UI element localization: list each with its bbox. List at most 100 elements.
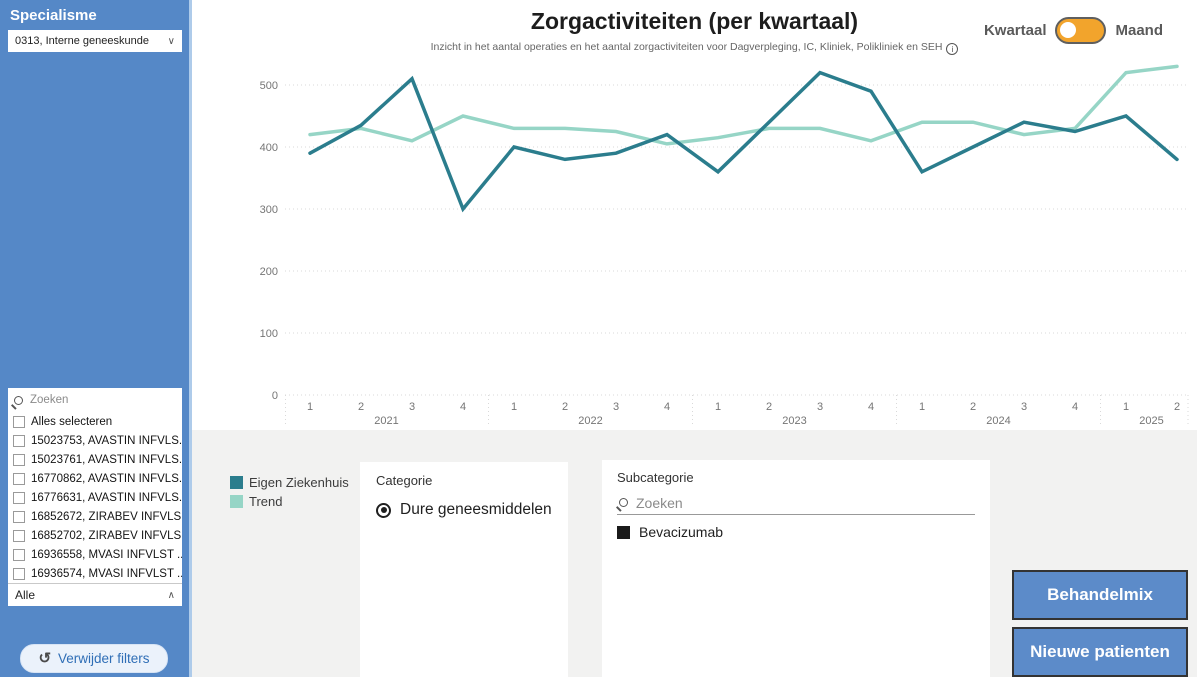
clear-filters-label: Verwijder filters: [58, 651, 150, 666]
filter-search-input[interactable]: [30, 394, 160, 406]
undo-icon: ↺: [38, 650, 52, 667]
period-toggle: Kwartaal Maand: [984, 17, 1163, 44]
legend-label: Trend: [249, 494, 283, 509]
svg-text:3: 3: [613, 401, 619, 413]
svg-text:3: 3: [817, 401, 823, 413]
subcategorie-item-bevacizumab[interactable]: Bevacizumab: [617, 524, 975, 540]
svg-text:1: 1: [307, 401, 313, 413]
toggle-switch[interactable]: [1055, 17, 1107, 44]
svg-text:2: 2: [358, 401, 364, 413]
svg-text:200: 200: [260, 266, 278, 278]
svg-text:1: 1: [511, 401, 517, 413]
chevron-up-icon: ∧: [167, 589, 175, 601]
checkbox-icon[interactable]: [13, 434, 25, 447]
filter-footer-alle[interactable]: Alle ∧: [8, 583, 182, 606]
legend-item-eigen-ziekenhuis[interactable]: Eigen Ziekenhuis: [230, 473, 349, 492]
checkbox-icon[interactable]: [13, 453, 25, 466]
svg-text:2023: 2023: [782, 415, 806, 427]
legend-item-trend[interactable]: Trend: [230, 492, 349, 511]
checkbox-icon[interactable]: [13, 529, 25, 542]
checkbox-icon[interactable]: [13, 415, 25, 428]
checkbox-icon[interactable]: [13, 510, 25, 523]
subcategorie-title: Subcategorie: [617, 470, 694, 485]
info-icon[interactable]: i: [946, 43, 959, 55]
subcategorie-search-input[interactable]: [636, 494, 936, 511]
filter-item[interactable]: 16770862, AVASTIN INFVLS...: [8, 469, 182, 488]
checkbox-icon[interactable]: [13, 548, 25, 561]
filter-item[interactable]: 15023753, AVASTIN INFVLS...: [8, 431, 182, 450]
search-icon: [14, 395, 23, 405]
svg-text:400: 400: [260, 142, 278, 154]
legend-swatch: [230, 495, 243, 508]
checkbox-icon[interactable]: [13, 472, 25, 485]
zorgactiviteiten-line-chart: 0 100 200 300 400 500 1 2 3 4 2021 1 2 3 4 2022 1 2 3 4 2023…: [260, 64, 1189, 427]
svg-text:500: 500: [260, 80, 278, 92]
svg-text:2025: 2025: [1139, 415, 1163, 427]
filter-item-label: Alles selecteren: [31, 415, 113, 428]
behandelmix-button-label: Behandelmix: [1047, 585, 1153, 604]
filter-item-label: 16936574, MVASI INFVLST ...: [31, 567, 182, 580]
filter-item[interactable]: 16852672, ZIRABEV INFVLS...: [8, 507, 182, 526]
filter-item-label: 16852702, ZIRABEV INFVLS...: [31, 529, 182, 542]
filter-list: Alles selecteren 15023753, AVASTIN INFVL…: [8, 388, 182, 606]
filter-item[interactable]: 16936574, MVASI INFVLST ...: [8, 564, 182, 583]
legend-label: Eigen Ziekenhuis: [249, 475, 349, 490]
svg-text:100: 100: [260, 328, 278, 340]
filter-footer-label: Alle: [15, 588, 36, 602]
svg-text:2: 2: [562, 401, 568, 413]
svg-text:1: 1: [1123, 401, 1129, 413]
filter-item-select-all[interactable]: Alles selecteren: [8, 412, 182, 431]
filter-search-row: [8, 388, 182, 412]
svg-text:4: 4: [460, 401, 466, 413]
svg-text:3: 3: [409, 401, 415, 413]
categorie-option-dure-geneesmiddelen[interactable]: Dure geneesmiddelen: [376, 501, 552, 519]
svg-text:2: 2: [766, 401, 772, 413]
clear-filters-button[interactable]: ↺ Verwijder filters: [20, 644, 168, 673]
filter-item[interactable]: 15023761, AVASTIN INFVLS...: [8, 450, 182, 469]
filter-item[interactable]: 16852702, ZIRABEV INFVLS...: [8, 526, 182, 545]
svg-text:4: 4: [1072, 401, 1078, 413]
radio-selected-icon[interactable]: [376, 502, 391, 518]
svg-text:2: 2: [1174, 401, 1180, 413]
svg-text:3: 3: [1021, 401, 1027, 413]
svg-text:4: 4: [868, 401, 874, 413]
subcategorie-search-row: [617, 491, 975, 515]
filter-item-label: 16776631, AVASTIN INFVLS...: [31, 491, 182, 504]
subcategorie-panel: Subcategorie Bevacizumab: [602, 460, 990, 677]
svg-text:2024: 2024: [986, 415, 1010, 427]
behandelmix-button[interactable]: Behandelmix: [1012, 570, 1188, 620]
filter-item-label: 16852672, ZIRABEV INFVLS...: [31, 510, 182, 523]
categorie-option-label: Dure geneesmiddelen: [400, 501, 552, 518]
sidebar-title: Specialisme: [10, 7, 97, 24]
toggle-label-maand[interactable]: Maand: [1115, 22, 1163, 39]
svg-text:2022: 2022: [578, 415, 602, 427]
filter-item[interactable]: 16776631, AVASTIN INFVLS...: [8, 488, 182, 507]
checkbox-icon[interactable]: [13, 567, 25, 580]
page-title: Zorgactiviteiten (per kwartaal): [530, 8, 859, 34]
checkbox-icon[interactable]: [13, 491, 25, 504]
chart-legend: Eigen Ziekenhuis Trend: [230, 473, 349, 511]
toggle-knob: [1060, 22, 1077, 38]
checkbox-checked-icon[interactable]: [617, 525, 630, 539]
filter-item-label: 16936558, MVASI INFVLST ...: [31, 548, 182, 561]
search-icon: [619, 498, 628, 507]
specialisme-dropdown-value: 0313, Interne geneeskunde: [15, 35, 149, 47]
toggle-label-kwartaal[interactable]: Kwartaal: [983, 22, 1047, 39]
categorie-title: Categorie: [376, 473, 433, 488]
svg-text:0: 0: [272, 390, 278, 402]
sidebar: Specialisme 0313, Interne geneeskunde ∨ …: [0, 0, 192, 677]
svg-text:300: 300: [260, 204, 278, 216]
categorie-panel: Categorie Dure geneesmiddelen: [360, 462, 568, 677]
subcategorie-item-label: Bevacizumab: [639, 524, 724, 540]
page-subtitle: Inzicht in het aantal operaties en het a…: [192, 41, 1197, 55]
specialisme-dropdown[interactable]: 0313, Interne geneeskunde ∨: [8, 30, 182, 52]
filter-item-label: 15023753, AVASTIN INFVLS...: [31, 434, 182, 447]
svg-text:1: 1: [919, 401, 925, 413]
filter-item-label: 16770862, AVASTIN INFVLS...: [31, 472, 182, 485]
legend-swatch: [230, 476, 243, 489]
filter-item[interactable]: 16936558, MVASI INFVLST ...: [8, 545, 182, 564]
svg-text:4: 4: [664, 401, 670, 413]
svg-text:2: 2: [970, 401, 976, 413]
nieuwe-patienten-button[interactable]: Nieuwe patienten: [1012, 627, 1188, 677]
